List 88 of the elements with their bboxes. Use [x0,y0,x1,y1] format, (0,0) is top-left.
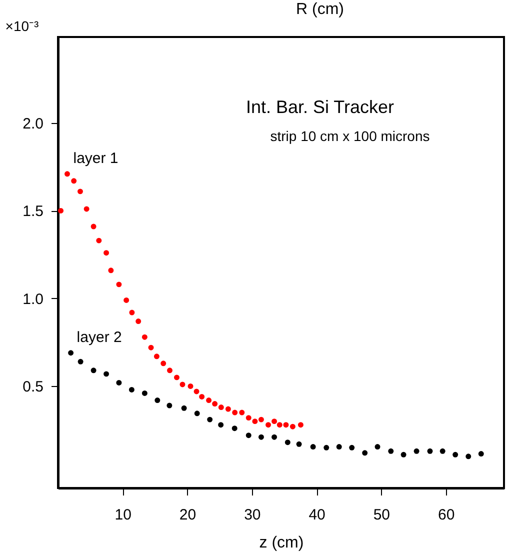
point [199,394,205,400]
x-axis-title: z (cm) [259,534,304,552]
point [336,444,342,450]
point [108,268,114,274]
point [90,224,96,230]
point [142,334,148,340]
point [136,318,142,324]
point [116,380,122,386]
point [194,410,200,416]
point [296,441,302,447]
point [239,410,245,416]
point [166,402,172,408]
point [68,350,74,356]
annotation: strip 10 cm x 100 microns [270,128,430,144]
point [440,448,446,454]
point [104,250,110,256]
point [272,418,278,424]
point [478,451,484,457]
point [427,448,433,454]
point [283,422,289,428]
point [194,388,200,394]
point [284,440,290,446]
point [154,398,160,403]
x-tick-label: 60 [438,506,455,524]
point [148,344,154,350]
point [142,390,148,396]
y-tick-label: 1.0 [22,290,44,308]
point [104,371,110,377]
point [246,415,252,421]
series-label: layer 1 [73,150,118,167]
point [180,382,186,388]
point [90,368,96,374]
y-tick-label: 1.5 [22,203,44,220]
point [207,416,213,422]
point [362,450,368,456]
point [466,454,472,460]
x-tick-label: 30 [244,506,261,524]
point [212,401,218,406]
point [246,432,252,438]
point [276,422,282,428]
y-tick-label: 0.5 [22,378,44,396]
x-tick-label: 40 [308,506,326,524]
point [167,368,172,374]
x-tick-label: 10 [114,506,132,524]
point [218,404,224,410]
point [225,406,231,412]
annotation: Int. Bar. Si Tracker [246,97,394,117]
point [181,405,187,411]
point [77,188,83,194]
point [298,422,304,428]
point [96,238,102,244]
point [218,422,224,428]
point [124,297,130,303]
point [174,374,180,380]
point [71,178,77,184]
point [154,354,160,360]
point [290,424,296,430]
point [128,386,134,392]
x-tick-label: 50 [373,506,390,524]
point [324,444,330,450]
point [78,358,84,364]
point [129,310,135,316]
point [452,452,458,458]
point [258,416,264,422]
point [188,383,194,389]
point [388,448,394,454]
text: ×10⁻³ [5,18,40,34]
point [272,434,278,440]
point [252,418,258,424]
point [400,452,406,458]
point [266,422,272,428]
series-label: layer 2 [76,328,122,346]
point [206,398,212,403]
point [116,282,122,288]
point [310,444,316,450]
point [160,360,166,366]
y-tick-label: 2.0 [22,115,44,132]
point [84,206,90,212]
text: R (cm) [296,1,344,18]
point [232,410,238,416]
point [232,426,238,432]
point [349,444,355,450]
point [374,444,380,450]
point [64,171,70,177]
point [58,208,64,214]
x-tick-label: 20 [179,506,196,524]
point [414,448,420,454]
point [258,434,264,440]
